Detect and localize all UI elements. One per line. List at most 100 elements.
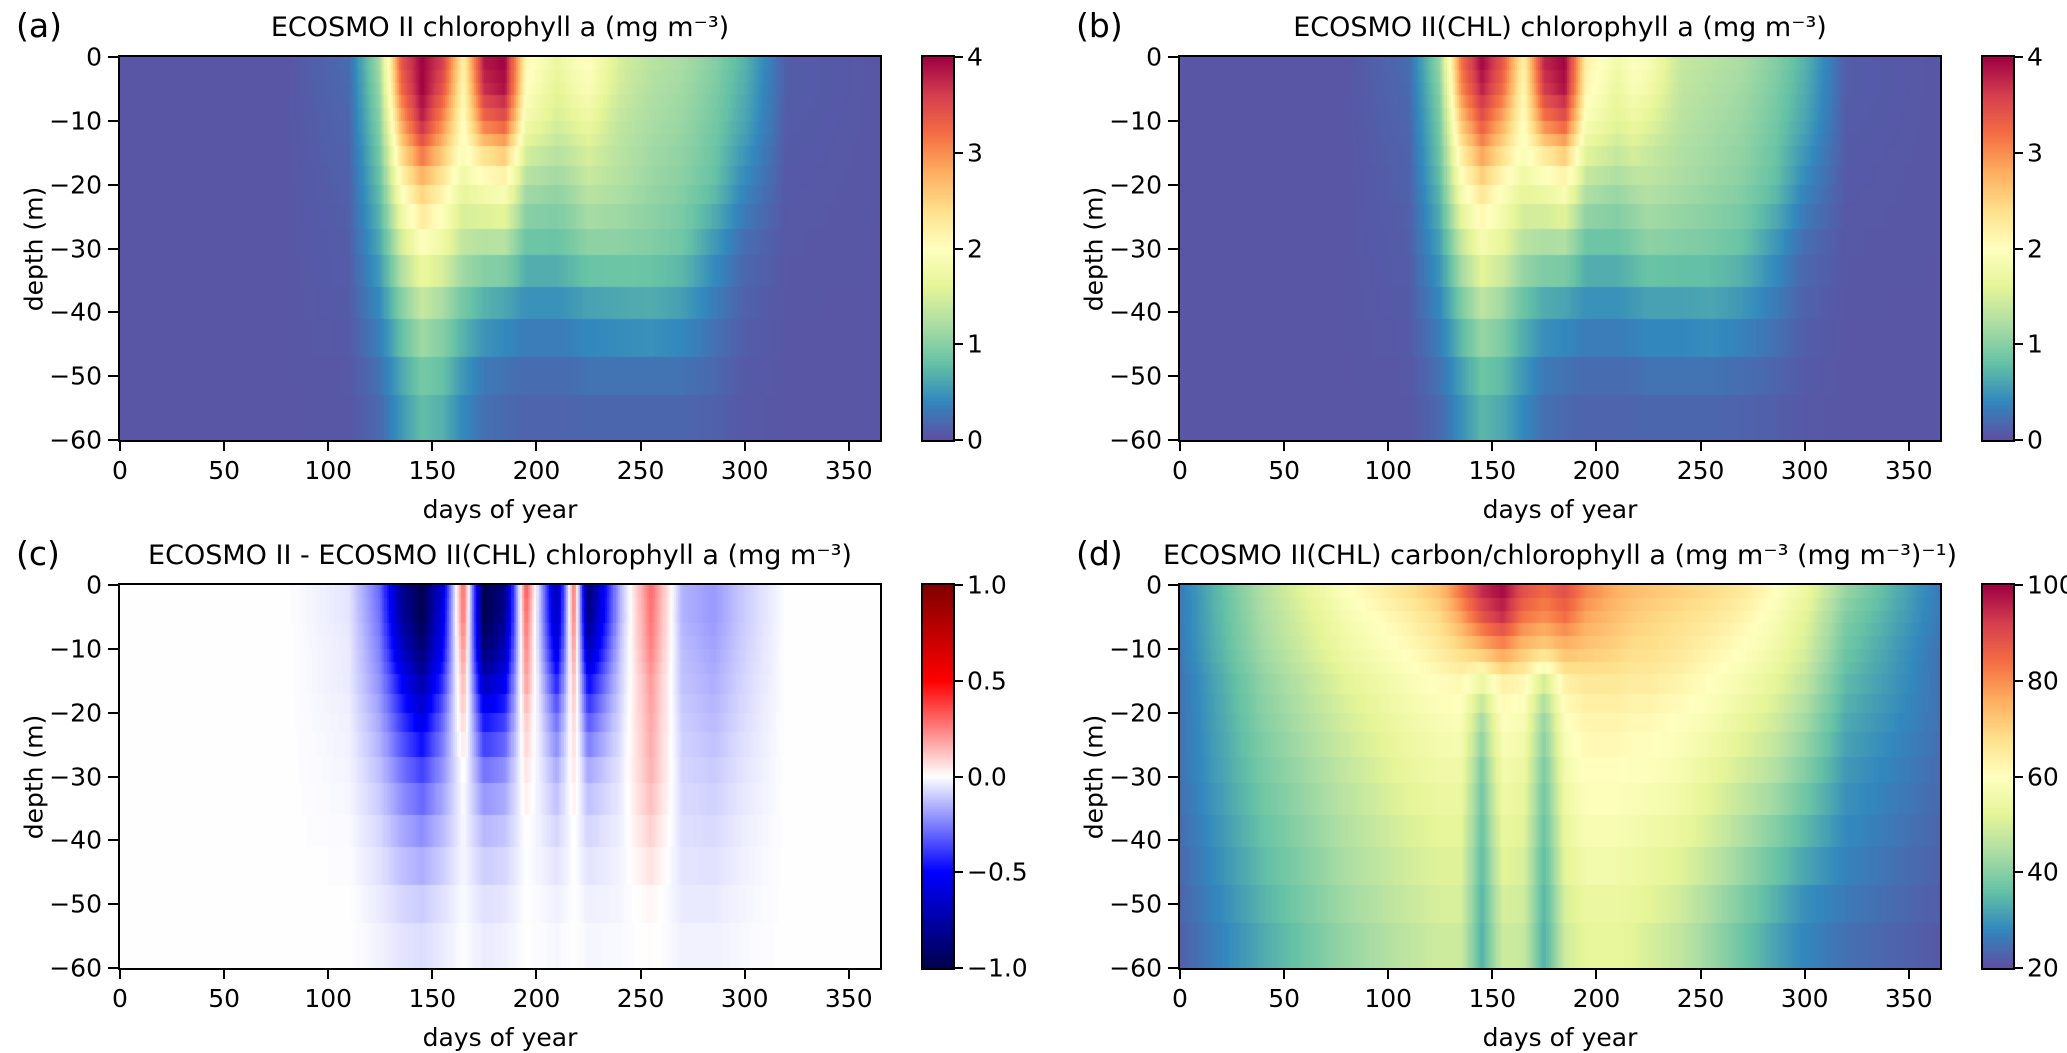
x-tick-mark: [743, 970, 746, 979]
x-tick-mark: [1803, 442, 1806, 451]
y-tick-label: −30: [1109, 762, 1162, 791]
colorbar-tick-mark: [2015, 56, 2023, 58]
x-tick-label: 150: [1468, 984, 1517, 1013]
y-tick-mark: [108, 775, 118, 778]
colorbar-tick-mark: [955, 775, 963, 778]
colorbar-tick-mark: [955, 967, 963, 969]
x-tick-label: 200: [512, 456, 561, 485]
x-tick-mark: [431, 442, 434, 451]
x-tick-mark: [847, 442, 850, 451]
y-tick-label: −40: [1109, 825, 1162, 855]
x-tick-label: 0: [1172, 984, 1188, 1013]
x-tick-mark: [1283, 442, 1286, 451]
colorbar-tick-mark: [2015, 343, 2023, 346]
colorbar: [923, 57, 953, 440]
heatmap-plot: [1180, 585, 1940, 968]
x-tick-mark: [743, 442, 746, 451]
x-tick-mark: [1179, 442, 1181, 451]
x-tick-mark: [1283, 970, 1286, 979]
y-tick-mark: [1168, 711, 1178, 714]
y-tick-mark: [108, 311, 118, 314]
x-tick-mark: [1179, 970, 1181, 979]
y-tick-mark: [1168, 439, 1178, 441]
colorbar-tick-label: 60: [2027, 762, 2059, 791]
y-tick-label: −10: [49, 634, 102, 664]
x-tick-mark: [1699, 442, 1702, 451]
colorbar-tick-label: 40: [2027, 857, 2059, 887]
y-tick-label: −50: [1109, 361, 1162, 391]
x-tick-label: 200: [1572, 984, 1621, 1013]
y-axis-label: depth (m): [1079, 714, 1109, 839]
colorbar-tick-mark: [955, 247, 963, 250]
x-tick-mark: [639, 970, 642, 979]
y-tick-mark: [1168, 903, 1178, 906]
y-tick-mark: [1168, 247, 1178, 250]
colorbar-tick-label: 0.0: [967, 762, 1007, 791]
x-tick-label: 150: [408, 456, 457, 485]
colorbar-tick-label: 4: [967, 42, 983, 72]
y-tick-label: −40: [49, 297, 102, 327]
x-tick-label: 100: [304, 984, 353, 1013]
colorbar-tick-label: 20: [2027, 953, 2059, 983]
colorbar-tick-label: 1: [2027, 329, 2043, 359]
x-tick-mark: [847, 970, 850, 979]
colorbar-tick-mark: [2015, 439, 2023, 441]
x-tick-mark: [223, 442, 226, 451]
colorbar-tick-mark: [2015, 871, 2023, 874]
y-tick-label: 0: [1146, 570, 1162, 600]
x-tick-label: 50: [1268, 456, 1301, 485]
x-tick-mark: [1387, 970, 1390, 979]
y-tick-mark: [108, 711, 118, 714]
x-tick-label: 100: [1364, 984, 1413, 1013]
colorbar-tick-label: 2: [2027, 234, 2043, 263]
colorbar-tick-mark: [2015, 151, 2023, 154]
colorbar-tick-mark: [955, 439, 963, 441]
x-tick-label: 100: [1364, 456, 1413, 485]
colorbar-tick-mark: [2015, 967, 2023, 969]
y-tick-label: −10: [49, 106, 102, 136]
panel-letter: (d): [1076, 534, 1123, 573]
y-tick-label: −60: [49, 425, 102, 455]
y-tick-mark: [108, 247, 118, 250]
y-tick-label: −30: [49, 234, 102, 263]
x-tick-mark: [1907, 442, 1910, 451]
panel-a: (a) ECOSMO II chlorophyll a (mg m⁻³) 0 50 10…: [0, 0, 1007, 526]
x-tick-mark: [223, 970, 226, 979]
x-tick-label: 0: [1172, 456, 1188, 485]
colorbar-tick-mark: [2015, 584, 2023, 586]
colorbar-tick-label: 1.0: [967, 570, 1007, 600]
colorbar-tick-mark: [955, 343, 963, 346]
x-tick-label: 50: [208, 984, 241, 1013]
y-tick-label: 0: [86, 570, 102, 600]
y-tick-label: −30: [49, 762, 102, 791]
y-tick-mark: [1168, 56, 1178, 58]
x-tick-label: 250: [616, 984, 665, 1013]
y-tick-label: −60: [49, 953, 102, 983]
colorbar-tick-label: 0.5: [967, 666, 1007, 696]
heatmap-plot: [120, 585, 880, 968]
colorbar-tick-mark: [955, 584, 963, 586]
colorbar-tick-label: 4: [2027, 42, 2043, 72]
panel-title: ECOSMO II(CHL) chlorophyll a (mg m⁻³): [1293, 12, 1827, 43]
x-axis-label: days of year: [422, 1023, 578, 1052]
y-tick-mark: [108, 119, 118, 122]
x-tick-label: 250: [616, 456, 665, 485]
x-axis-label: days of year: [1482, 495, 1638, 524]
colorbar: [923, 585, 953, 968]
colorbar-tick-label: 2: [967, 234, 983, 263]
x-tick-label: 50: [1268, 984, 1301, 1013]
y-tick-mark: [108, 839, 118, 842]
x-tick-mark: [1907, 970, 1910, 979]
panel-b: (b) ECOSMO II(CHL) chlorophyll a (mg m⁻³)…: [1060, 0, 2067, 526]
x-tick-mark: [639, 442, 642, 451]
x-tick-mark: [1595, 442, 1598, 451]
y-tick-label: −20: [1109, 170, 1162, 200]
colorbar-tick-label: −0.5: [967, 857, 1028, 887]
y-tick-label: 0: [1146, 42, 1162, 72]
y-tick-label: −20: [49, 170, 102, 200]
y-tick-mark: [1168, 839, 1178, 842]
y-tick-label: −10: [1109, 106, 1162, 136]
panel-letter: (a): [16, 6, 62, 45]
y-axis-label: depth (m): [19, 714, 49, 839]
